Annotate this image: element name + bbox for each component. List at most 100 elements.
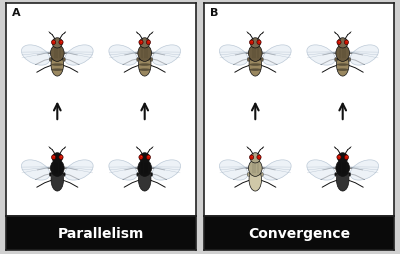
Ellipse shape [140, 39, 150, 49]
Ellipse shape [344, 155, 348, 160]
Ellipse shape [261, 58, 263, 62]
Ellipse shape [337, 64, 349, 67]
Ellipse shape [339, 42, 340, 43]
Ellipse shape [51, 54, 64, 77]
Ellipse shape [139, 155, 143, 160]
Ellipse shape [51, 168, 64, 191]
Ellipse shape [350, 46, 378, 66]
Ellipse shape [109, 46, 137, 66]
Ellipse shape [348, 58, 351, 62]
Ellipse shape [263, 46, 291, 66]
Ellipse shape [248, 160, 262, 177]
Ellipse shape [249, 54, 262, 77]
Ellipse shape [54, 156, 55, 157]
Ellipse shape [252, 156, 253, 157]
Ellipse shape [22, 46, 50, 66]
Ellipse shape [65, 46, 93, 66]
Ellipse shape [338, 153, 348, 163]
Ellipse shape [51, 69, 63, 72]
Ellipse shape [248, 45, 262, 62]
Ellipse shape [337, 69, 349, 72]
Ellipse shape [52, 153, 62, 163]
Ellipse shape [336, 54, 349, 77]
Ellipse shape [350, 160, 378, 180]
Ellipse shape [337, 173, 349, 176]
Ellipse shape [51, 64, 63, 67]
Ellipse shape [51, 184, 63, 186]
Text: A: A [12, 8, 20, 18]
Ellipse shape [148, 156, 150, 157]
Ellipse shape [52, 155, 56, 160]
Ellipse shape [139, 184, 151, 186]
Ellipse shape [50, 45, 64, 62]
Ellipse shape [139, 41, 143, 45]
Ellipse shape [63, 173, 65, 177]
Ellipse shape [263, 160, 291, 180]
Ellipse shape [346, 156, 348, 157]
Ellipse shape [52, 41, 56, 45]
Ellipse shape [348, 173, 351, 177]
Ellipse shape [259, 42, 260, 43]
Ellipse shape [49, 173, 52, 177]
Text: Parallelism: Parallelism [58, 226, 144, 240]
Text: Convergence: Convergence [248, 226, 350, 240]
Ellipse shape [337, 179, 349, 181]
Ellipse shape [140, 153, 150, 163]
Ellipse shape [139, 179, 151, 181]
Ellipse shape [220, 160, 248, 180]
Ellipse shape [138, 54, 151, 77]
Ellipse shape [141, 42, 142, 43]
Ellipse shape [138, 160, 152, 177]
Ellipse shape [249, 59, 261, 61]
Text: B: B [210, 8, 218, 18]
Ellipse shape [52, 39, 62, 49]
Ellipse shape [152, 46, 180, 66]
Ellipse shape [247, 173, 250, 177]
Ellipse shape [250, 153, 260, 163]
Ellipse shape [252, 42, 253, 43]
Ellipse shape [346, 42, 348, 43]
Ellipse shape [250, 39, 260, 49]
Ellipse shape [336, 160, 350, 177]
Ellipse shape [139, 64, 151, 67]
Ellipse shape [249, 69, 261, 72]
Ellipse shape [61, 156, 62, 157]
Ellipse shape [337, 184, 349, 186]
Ellipse shape [307, 160, 335, 180]
Ellipse shape [59, 155, 63, 160]
Ellipse shape [139, 69, 151, 72]
Ellipse shape [59, 41, 63, 45]
Ellipse shape [247, 58, 250, 62]
Ellipse shape [141, 156, 142, 157]
Ellipse shape [138, 45, 152, 62]
Ellipse shape [65, 160, 93, 180]
Ellipse shape [50, 160, 64, 177]
Ellipse shape [261, 173, 263, 177]
Ellipse shape [307, 46, 335, 66]
Ellipse shape [61, 42, 62, 43]
Ellipse shape [150, 58, 153, 62]
Ellipse shape [335, 58, 337, 62]
Ellipse shape [249, 168, 262, 191]
Ellipse shape [137, 58, 139, 62]
Ellipse shape [54, 42, 55, 43]
Ellipse shape [150, 173, 153, 177]
Ellipse shape [249, 64, 261, 67]
Ellipse shape [257, 41, 261, 45]
Ellipse shape [220, 46, 248, 66]
Ellipse shape [146, 155, 150, 160]
Ellipse shape [339, 156, 340, 157]
Ellipse shape [109, 160, 137, 180]
Ellipse shape [338, 39, 348, 49]
Ellipse shape [152, 160, 180, 180]
Ellipse shape [137, 173, 139, 177]
Ellipse shape [257, 155, 261, 160]
Ellipse shape [63, 58, 65, 62]
Ellipse shape [259, 156, 260, 157]
Ellipse shape [250, 155, 254, 160]
Ellipse shape [336, 45, 350, 62]
Ellipse shape [51, 173, 63, 176]
Ellipse shape [344, 41, 348, 45]
Ellipse shape [22, 160, 50, 180]
Ellipse shape [336, 168, 349, 191]
